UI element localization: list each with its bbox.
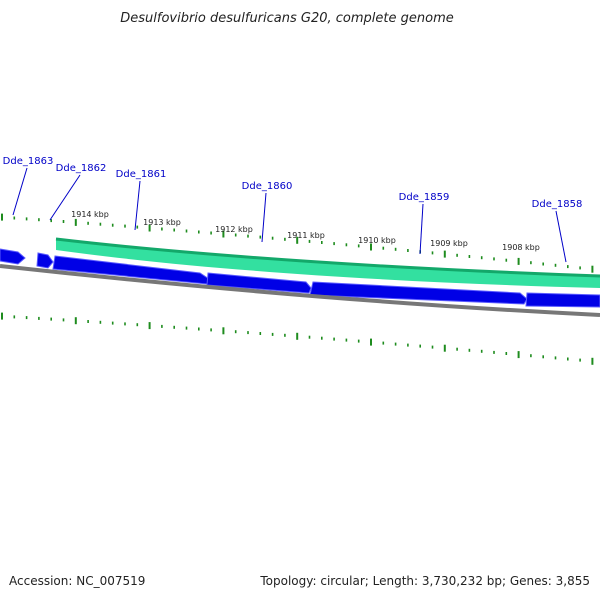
gene-leader-line	[261, 192, 267, 243]
scale-label: 1914 kbp	[71, 210, 109, 219]
gene-feature[interactable]	[309, 281, 528, 305]
gene-label[interactable]: Dde_1860	[242, 181, 293, 192]
genome-backbone	[0, 264, 600, 317]
gene-label[interactable]: Dde_1862	[56, 163, 107, 174]
genome-title: Desulfovibrio desulfuricans G20, complet…	[120, 11, 454, 26]
scale-label: 1910 kbp	[358, 236, 396, 245]
gene-leader-line	[12, 167, 28, 216]
accession-text: Accession: NC_007519	[9, 574, 145, 588]
genome-summary-text: Topology: circular; Length: 3,730,232 bp…	[259, 574, 590, 588]
tick-track-upper	[1, 213, 594, 273]
gene-feature[interactable]	[525, 292, 600, 308]
gene-label[interactable]: Dde_1863	[3, 156, 54, 167]
gene-feature[interactable]	[206, 272, 312, 294]
gene-leader-line	[134, 180, 141, 231]
gc-content-band-edge	[55, 237, 600, 278]
gene-leader-line	[49, 174, 81, 221]
scale-label: 1913 kbp	[143, 218, 181, 227]
scale-labels: 1914 kbp 1913 kbp 1912 kbp 1911 kbp 1910…	[71, 210, 540, 252]
scale-label: 1908 kbp	[502, 243, 540, 252]
gene-label[interactable]: Dde_1861	[116, 169, 167, 180]
gene-leader-line	[419, 203, 424, 255]
gene-labels: Dde_1863 Dde_1862 Dde_1861 Dde_1860 Dde_…	[3, 156, 583, 263]
gene-feature[interactable]	[0, 248, 26, 265]
cds-track	[0, 248, 600, 308]
gene-leader-line	[555, 210, 567, 263]
scale-label: 1912 kbp	[215, 225, 253, 234]
gene-label[interactable]: Dde_1858	[532, 199, 583, 210]
scale-label: 1909 kbp	[430, 239, 468, 248]
tick-track-lower	[1, 312, 594, 365]
gene-label[interactable]: Dde_1859	[399, 192, 450, 203]
gene-feature[interactable]	[36, 252, 54, 269]
scale-label: 1911 kbp	[287, 231, 325, 240]
